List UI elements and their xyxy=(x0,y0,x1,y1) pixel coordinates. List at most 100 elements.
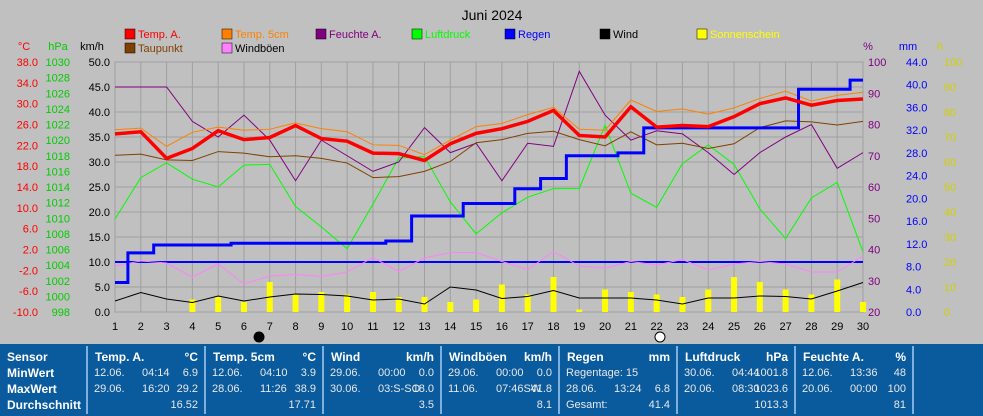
axis-unit-humidity: % xyxy=(863,41,873,53)
tick-label-sun: 80 xyxy=(944,107,956,119)
panel-unit: mm xyxy=(648,350,670,364)
x-tick-label: 24 xyxy=(702,321,714,333)
x-tick-label: 2 xyxy=(138,321,144,333)
tick-label-pressure: 1008 xyxy=(46,229,70,241)
tick-label-rain: 0.0 xyxy=(906,307,921,319)
tick-label-temp: 22.0 xyxy=(17,140,38,152)
panel-title: Feuchte A. xyxy=(803,350,864,364)
sunshine-bar xyxy=(189,299,196,312)
summary-panel: Windböen km/h 29.06. 00:00 0.0 11.06. 07:46SW 4… xyxy=(442,346,560,414)
panel-title: Temp. 5cm xyxy=(213,350,275,364)
panel-row: 8.1 xyxy=(448,399,552,412)
panel-row: 11.06. 07:46SW 41.8 xyxy=(448,383,552,396)
panel-value: 17.71 xyxy=(288,399,316,411)
tick-label-pressure: 1000 xyxy=(46,291,70,303)
chart-title: Juni 2024 xyxy=(462,7,523,23)
panel-row: 28.06. 13:24 6.8 xyxy=(566,383,670,396)
tick-label-pressure: 1022 xyxy=(46,120,70,132)
tick-label-humidity: 30 xyxy=(868,276,880,288)
sunshine-bar xyxy=(395,297,402,312)
axis-unit-wind: km/h xyxy=(80,41,104,53)
tick-label-wind: 25.0 xyxy=(89,182,110,194)
panel-title: Temp. A. xyxy=(95,350,145,364)
panel-title: Regen xyxy=(567,350,604,364)
sunshine-bar xyxy=(705,289,712,312)
tick-label-pressure: 1002 xyxy=(46,276,70,288)
panel-unit: °C xyxy=(184,350,198,364)
tick-label-temp: 14.0 xyxy=(17,182,38,194)
tick-label-rain: 20.0 xyxy=(906,193,927,205)
panel-value: 0.0 xyxy=(418,367,434,379)
x-tick-label: 18 xyxy=(547,321,559,333)
tick-label-pressure: 1014 xyxy=(46,182,70,194)
sunshine-bar xyxy=(756,282,763,312)
sunshine-bar xyxy=(808,294,815,312)
x-tick-label: 26 xyxy=(754,321,766,333)
sunshine-bar xyxy=(344,294,351,312)
legend-swatch xyxy=(411,28,423,40)
sunshine-bar xyxy=(602,289,609,312)
panel-row: 28.06. 11:26 38.9 xyxy=(212,383,316,396)
x-tick-label: 17 xyxy=(522,321,534,333)
panel-value: 41.4 xyxy=(648,399,670,411)
x-tick-label: 30 xyxy=(857,321,869,333)
series-line-wind xyxy=(114,282,864,305)
panel-time: 07:46SW xyxy=(496,383,542,395)
tick-label-wind: 0.0 xyxy=(95,307,110,319)
summary-panel: Temp. A. °C 12.06. 04:14 6.9 29.06. 16:20 29.2 1… xyxy=(88,346,206,414)
panel-date: 28.06. xyxy=(566,383,597,395)
tick-label-sun: 50 xyxy=(944,182,956,194)
panel-title: Luftdruck xyxy=(685,350,741,364)
tick-label-sun: 30 xyxy=(944,232,956,244)
sunshine-bar xyxy=(860,302,866,312)
row-label-min: MinWert xyxy=(7,366,55,380)
panel-date: 20.06. xyxy=(684,383,715,395)
legend-swatch xyxy=(124,28,136,40)
panel-value: 6.9 xyxy=(182,367,198,379)
panel-value: 41.8 xyxy=(530,383,552,395)
panel-row: 16.52 xyxy=(94,399,198,412)
axis-unit-temp: °C xyxy=(18,41,30,53)
panel-row: 30.06. 04:44 1001.8 xyxy=(684,367,788,380)
panel-value: 3.9 xyxy=(300,367,316,379)
sunshine-bar xyxy=(834,279,841,312)
panel-value: 48 xyxy=(893,367,906,379)
tick-label-temp: 10.0 xyxy=(17,203,38,215)
tick-label-wind: 30.0 xyxy=(89,157,110,169)
legend-label: Regen xyxy=(518,29,550,41)
legend-label: Feuchte A. xyxy=(329,29,382,41)
panel-unit: % xyxy=(895,350,906,364)
panel-value: 3.5 xyxy=(418,399,434,411)
tick-label-humidity: 80 xyxy=(868,120,880,132)
axis-unit-pressure: hPa xyxy=(48,41,68,53)
row-label-avg: Durchschnitt xyxy=(7,398,82,412)
tick-label-rain: 40.0 xyxy=(906,80,927,92)
panel-row: 20.06. 00:00 100 xyxy=(802,383,906,396)
legend-swatch xyxy=(696,28,708,40)
panel-unit: hPa xyxy=(765,350,788,364)
panel-title: Wind xyxy=(331,350,361,364)
x-tick-label: 15 xyxy=(470,321,482,333)
new-moon-icon xyxy=(253,331,265,343)
panel-date: Regentage: 15 xyxy=(566,367,639,379)
tick-label-temp: 34.0 xyxy=(17,78,38,90)
legend-swatch xyxy=(599,28,611,40)
x-tick-label: 20 xyxy=(599,321,611,333)
summary-panel: Temp. 5cm °C 12.06. 04:10 3.9 28.06. 11:26 38.9… xyxy=(206,346,324,414)
x-tick-label: 7 xyxy=(267,321,273,333)
x-tick-label: 5 xyxy=(215,321,221,333)
panel-time: 03:S-SO xyxy=(378,383,421,395)
panel-row: 12.06. 04:14 6.9 xyxy=(94,367,198,380)
panel-date: 12.06. xyxy=(212,367,243,379)
sunshine-bar xyxy=(731,277,738,312)
panel-time: 00:00 xyxy=(378,367,406,379)
tick-label-sun: 90 xyxy=(944,82,956,94)
tick-label-wind: 20.0 xyxy=(89,207,110,219)
summary-table: Sensor MinWert MaxWert Durchschnitt Temp… xyxy=(0,344,983,416)
legend-label: Wind xyxy=(613,29,638,41)
x-tick-label: 21 xyxy=(625,321,637,333)
tick-label-wind: 15.0 xyxy=(89,232,110,244)
panel-row: 1013.3 xyxy=(684,399,788,412)
sunshine-bar xyxy=(447,302,454,312)
tick-label-rain: 36.0 xyxy=(906,102,927,114)
